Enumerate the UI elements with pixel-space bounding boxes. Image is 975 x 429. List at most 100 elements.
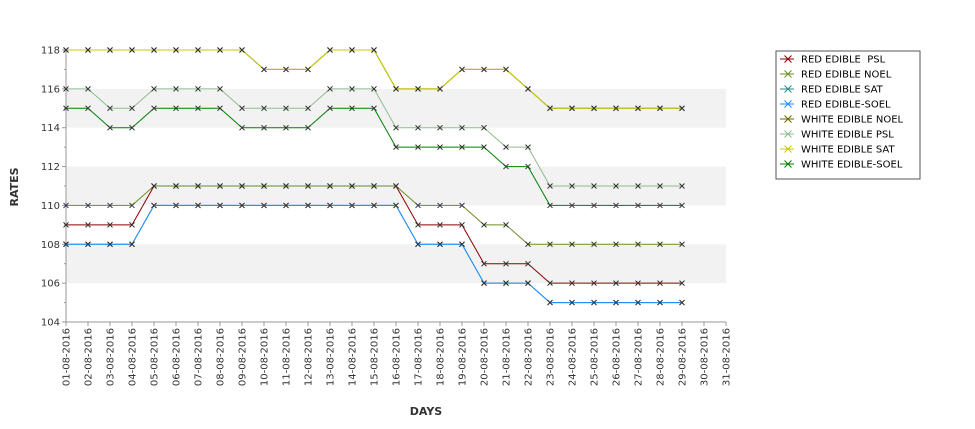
data-point: [217, 183, 223, 189]
data-point: [657, 105, 663, 112]
x-tick-label: 23-08-2016: [546, 328, 557, 386]
data-point: [503, 222, 509, 228]
legend-item: WHITE EDIBLE SAT: [780, 145, 895, 156]
data-point: [393, 86, 399, 92]
data-point: [481, 124, 487, 131]
data-point: [635, 280, 641, 286]
legend-marker: [784, 85, 792, 93]
legend-marker: [784, 70, 792, 78]
x-axis: 01-08-2016 02-08-2016 03-08-2016 04-08-2016…: [62, 321, 733, 386]
data-point: [679, 105, 685, 112]
data-point: [327, 105, 333, 112]
data-point: [173, 183, 179, 189]
data-point: [85, 105, 91, 112]
x-tick-label: 01-08-2016: [62, 328, 73, 386]
data-point: [151, 105, 157, 112]
data-point: [371, 202, 377, 209]
x-tick-label: 24-08-2016: [568, 328, 579, 386]
legend-item: WHITE EDIBLE-SOEL: [780, 160, 903, 171]
data-point: [613, 183, 619, 189]
data-point: [679, 241, 685, 248]
legend-marker: [784, 100, 792, 108]
data-point: [349, 202, 355, 209]
data-point: [195, 86, 201, 92]
x-tick-label: 22-08-2016: [524, 328, 535, 386]
data-point: [415, 86, 421, 92]
data-point: [85, 222, 91, 228]
x-tick-label: 16-08-2016: [392, 328, 403, 386]
data-point: [349, 86, 355, 92]
data-point: [129, 222, 135, 228]
data-point: [239, 124, 245, 131]
legend-box: [775, 50, 921, 180]
data-point: [195, 105, 201, 112]
data-point: [547, 299, 553, 306]
x-tick-label: 13-08-2016: [326, 328, 337, 386]
data-point: [547, 280, 553, 286]
data-point: [635, 299, 641, 306]
legend: RED EDIBLE PSL RED EDIBLE NOEL RED EDIBLE …: [775, 50, 921, 180]
x-tick-label: 15-08-2016: [370, 328, 381, 386]
x-tick-label: 09-08-2016: [238, 328, 249, 386]
data-point: [261, 183, 267, 189]
x-tick-label: 26-08-2016: [612, 328, 623, 386]
data-point: [85, 202, 91, 209]
data-point: [591, 299, 597, 306]
data-point: [437, 202, 443, 209]
data-point: [305, 105, 311, 112]
data-point: [239, 47, 245, 53]
data-point: [635, 105, 641, 112]
data-point: [569, 299, 575, 306]
data-point: [107, 202, 113, 209]
data-point: [547, 202, 553, 209]
data-point: [305, 124, 311, 131]
data-point: [261, 66, 267, 73]
data-point: [591, 105, 597, 112]
data-point: [393, 183, 399, 189]
data-point: [327, 47, 333, 53]
data-point: [349, 47, 355, 53]
legend-label: WHITE EDIBLE-SOEL: [801, 160, 903, 171]
data-point: [459, 222, 465, 228]
data-point: [437, 124, 443, 131]
data-point: [217, 86, 223, 92]
data-point: [371, 47, 377, 53]
data-point: [459, 241, 465, 248]
x-tick-label: 12-08-2016: [304, 328, 315, 386]
data-point: [503, 163, 509, 170]
data-point: [63, 86, 69, 92]
series: [63, 202, 685, 306]
data-point: [107, 105, 113, 112]
data-point: [459, 124, 465, 131]
x-tick-label: 14-08-2016: [348, 328, 359, 386]
y-tick-label: 106: [41, 279, 60, 290]
data-point: [591, 280, 597, 286]
data-point: [481, 144, 487, 150]
data-point: [657, 202, 663, 209]
data-point: [283, 183, 289, 189]
x-tick-label: 07-08-2016: [194, 328, 205, 386]
data-point: [107, 241, 113, 248]
data-point: [371, 86, 377, 92]
grid-band: [66, 244, 726, 284]
data-point: [239, 183, 245, 189]
y-tick-label: 110: [41, 201, 60, 212]
data-point: [503, 280, 509, 286]
x-tick-label: 03-08-2016: [106, 328, 117, 386]
data-point: [459, 202, 465, 209]
data-point: [151, 47, 157, 53]
data-point: [481, 222, 487, 228]
legend-label: RED EDIBLE SAT: [801, 85, 884, 96]
x-axis-title: DAYS: [410, 405, 443, 418]
series: [63, 105, 685, 209]
data-point: [547, 241, 553, 248]
data-point: [613, 202, 619, 209]
data-point: [129, 124, 135, 131]
data-point: [305, 202, 311, 209]
data-point: [635, 241, 641, 248]
y-tick-label: 112: [41, 162, 60, 173]
data-point: [63, 202, 69, 209]
data-point: [261, 202, 267, 209]
data-point: [591, 202, 597, 209]
data-point: [569, 241, 575, 248]
